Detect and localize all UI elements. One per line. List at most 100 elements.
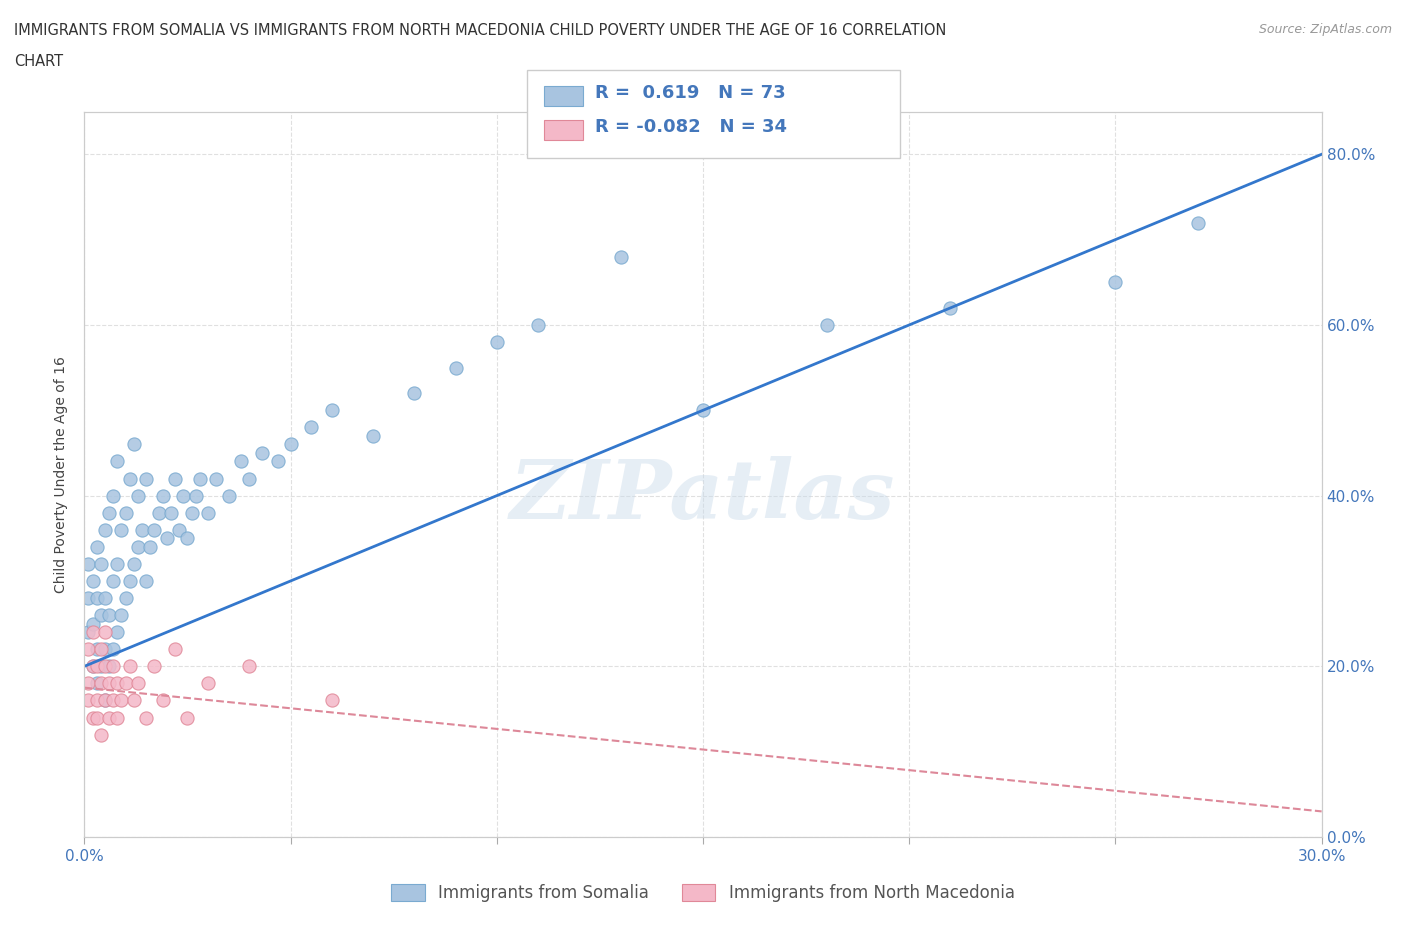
Point xyxy=(485,335,508,350)
Point xyxy=(184,488,207,503)
Point xyxy=(114,676,136,691)
Point xyxy=(105,625,128,640)
Point xyxy=(361,429,384,444)
Point xyxy=(404,386,426,401)
Point xyxy=(321,403,343,418)
Point xyxy=(86,642,108,657)
Point xyxy=(86,676,108,691)
Point xyxy=(82,658,104,673)
Point xyxy=(103,658,125,673)
Point xyxy=(939,300,962,315)
Point xyxy=(238,472,260,486)
Point xyxy=(229,454,252,469)
Text: Source: ZipAtlas.com: Source: ZipAtlas.com xyxy=(1258,23,1392,36)
Point xyxy=(90,642,112,657)
Point xyxy=(82,658,104,673)
Point xyxy=(143,523,166,538)
Point xyxy=(94,658,117,673)
Point xyxy=(122,437,145,452)
Point xyxy=(1187,215,1209,230)
Point xyxy=(94,625,117,640)
Point xyxy=(82,625,104,640)
Point xyxy=(280,437,302,452)
Point xyxy=(94,642,117,657)
Point xyxy=(143,658,166,673)
Point xyxy=(86,711,108,725)
Point xyxy=(172,488,194,503)
Point xyxy=(94,693,117,708)
Y-axis label: Child Poverty Under the Age of 16: Child Poverty Under the Age of 16 xyxy=(55,356,69,592)
Point xyxy=(94,693,117,708)
Point xyxy=(127,488,149,503)
Point xyxy=(103,642,125,657)
Point xyxy=(110,693,132,708)
Point xyxy=(105,454,128,469)
Point xyxy=(77,642,100,657)
Point xyxy=(114,505,136,520)
Point xyxy=(114,591,136,605)
Point xyxy=(118,574,141,589)
Point xyxy=(176,711,198,725)
Point xyxy=(105,556,128,571)
Point xyxy=(90,556,112,571)
Point xyxy=(250,445,273,460)
Point xyxy=(82,711,104,725)
Point xyxy=(90,676,112,691)
Point xyxy=(86,693,108,708)
Legend: Immigrants from Somalia, Immigrants from North Macedonia: Immigrants from Somalia, Immigrants from… xyxy=(385,877,1021,909)
Text: R =  0.619   N = 73: R = 0.619 N = 73 xyxy=(595,84,786,102)
Point xyxy=(131,523,153,538)
Point xyxy=(135,574,157,589)
Point xyxy=(122,693,145,708)
Point xyxy=(176,531,198,546)
Point xyxy=(98,607,121,622)
Point xyxy=(110,607,132,622)
Point xyxy=(1104,275,1126,290)
Point xyxy=(139,539,162,554)
Point xyxy=(82,574,104,589)
Point xyxy=(299,420,322,435)
Point xyxy=(103,693,125,708)
Point xyxy=(180,505,202,520)
Point xyxy=(815,317,838,332)
Point xyxy=(152,693,174,708)
Point xyxy=(127,539,149,554)
Point xyxy=(160,505,183,520)
Point xyxy=(86,658,108,673)
Point xyxy=(105,711,128,725)
Point xyxy=(77,625,100,640)
Point xyxy=(205,472,228,486)
Point xyxy=(135,711,157,725)
Point xyxy=(110,523,132,538)
Point xyxy=(197,505,219,520)
Point xyxy=(118,472,141,486)
Point xyxy=(238,658,260,673)
Point xyxy=(267,454,290,469)
Point xyxy=(86,539,108,554)
Point xyxy=(156,531,179,546)
Text: R = -0.082   N = 34: R = -0.082 N = 34 xyxy=(595,118,787,137)
Point xyxy=(135,472,157,486)
Point xyxy=(103,488,125,503)
Point xyxy=(77,693,100,708)
Point xyxy=(94,591,117,605)
Point xyxy=(86,591,108,605)
Point xyxy=(152,488,174,503)
Point xyxy=(167,523,190,538)
Point xyxy=(188,472,211,486)
Point xyxy=(77,556,100,571)
Point xyxy=(122,556,145,571)
Point xyxy=(609,249,631,264)
Point xyxy=(118,658,141,673)
Point xyxy=(82,617,104,631)
Point xyxy=(165,642,187,657)
Point xyxy=(90,607,112,622)
Point xyxy=(98,676,121,691)
Point xyxy=(77,676,100,691)
Text: CHART: CHART xyxy=(14,54,63,69)
Point xyxy=(105,676,128,691)
Point xyxy=(197,676,219,691)
Point xyxy=(94,523,117,538)
Point xyxy=(90,658,112,673)
Point xyxy=(127,676,149,691)
